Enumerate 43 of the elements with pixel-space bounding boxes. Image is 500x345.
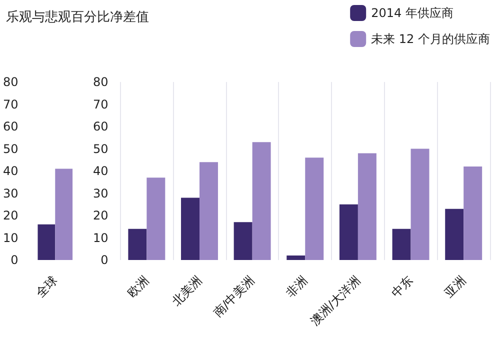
legend-label: 未来 12 个月的供应商	[371, 32, 490, 46]
y-tick-label: 30	[2, 186, 18, 200]
bar	[286, 256, 306, 260]
chart-title: 乐观与悲观百分比净差值	[6, 9, 149, 26]
y-tick-label: 20	[2, 208, 18, 222]
legend-label: 2014 年供应商	[371, 6, 454, 20]
bar	[392, 228, 411, 260]
bar	[200, 162, 218, 260]
bar	[358, 153, 376, 260]
x-tick-label: 澳洲/大洋洲	[308, 273, 363, 328]
x-tick-label: 非洲	[283, 273, 310, 300]
bar	[445, 208, 464, 260]
bar	[252, 142, 271, 260]
y-tick-label: 60	[92, 120, 108, 134]
bar	[305, 158, 324, 260]
bar	[339, 204, 358, 260]
y-tick-label: 60	[2, 120, 18, 134]
x-tick-label: 亚洲	[442, 273, 469, 300]
y-tick-label: 50	[2, 142, 18, 156]
bar	[464, 166, 482, 260]
y-tick-label: 40	[2, 164, 18, 178]
y-tick-label: 30	[92, 186, 108, 200]
x-tick-label: 北美洲	[169, 273, 204, 308]
bar	[234, 222, 252, 260]
y-tick-label: 80	[92, 75, 108, 89]
y-tick-label: 40	[92, 164, 108, 178]
x-tick-label: 全球	[33, 273, 60, 300]
bar	[410, 148, 430, 260]
y-tick-label: 10	[2, 230, 18, 245]
bar	[181, 198, 200, 260]
bar	[128, 228, 147, 260]
y-tick-label: 50	[92, 142, 108, 156]
y-tick-label: 20	[92, 208, 108, 222]
y-tick-label: 70	[92, 97, 108, 112]
y-tick-label: 0	[100, 253, 108, 267]
y-tick-label: 10	[92, 230, 108, 245]
y-tick-label: 0	[10, 253, 18, 267]
y-tick-label: 80	[2, 75, 18, 89]
x-tick-label: 南/中美洲	[210, 273, 258, 320]
bar	[146, 178, 166, 260]
y-tick-label: 70	[2, 97, 18, 112]
x-tick-label: 中东	[388, 273, 416, 300]
x-tick-label: 欧洲	[124, 273, 152, 300]
